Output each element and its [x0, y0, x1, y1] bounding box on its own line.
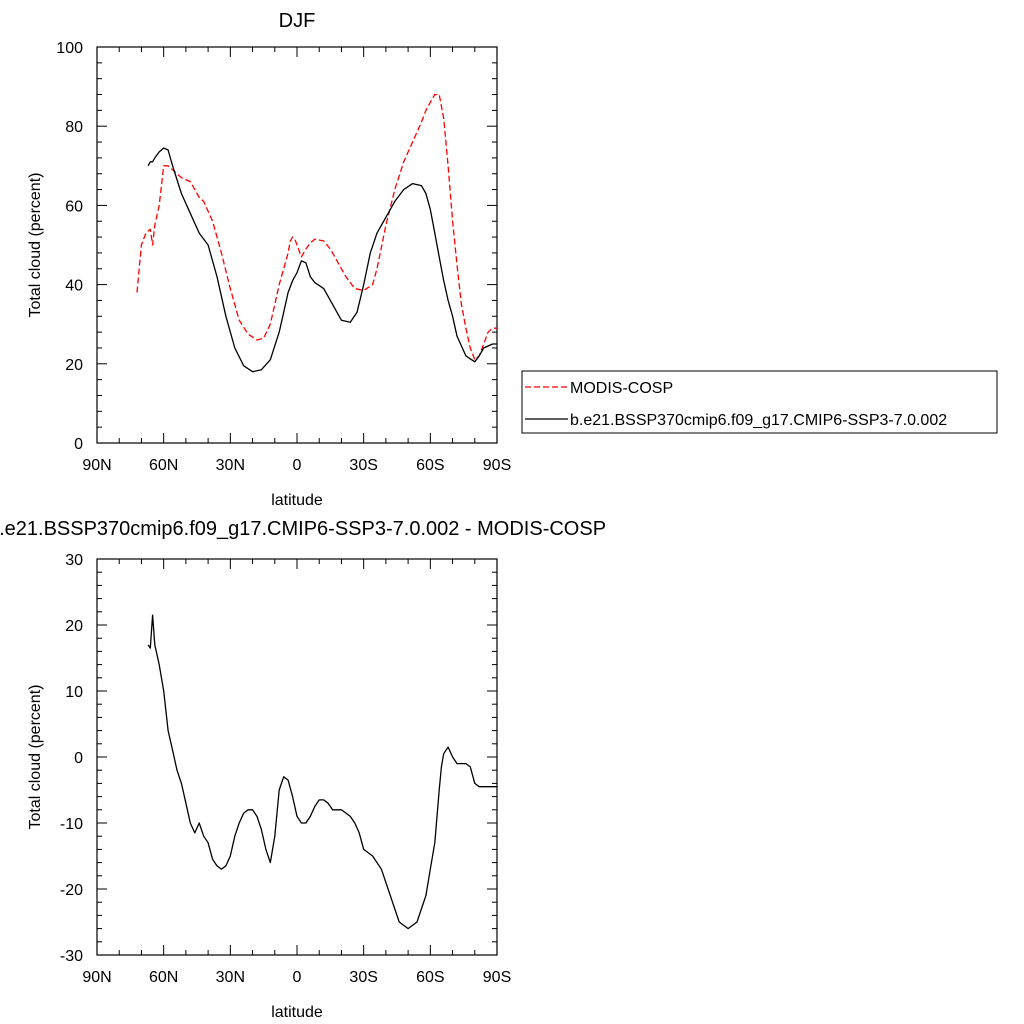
x-tick-label: 90S [483, 969, 511, 986]
x-tick-label: 30S [349, 457, 377, 474]
y-tick-label: 0 [74, 750, 83, 767]
x-tick-label: 0 [293, 969, 302, 986]
x-tick-labels: 90N 60N 30N 0 30S 60S 90S [82, 969, 511, 986]
y-tick-labels: 0 20 40 60 80 100 [56, 40, 83, 453]
x-axis-label: latitude [271, 1004, 323, 1021]
legend-box [521, 370, 998, 434]
axis-ticks [96, 558, 498, 956]
series-line-1-1 [136, 93, 497, 361]
y-axis-label: Total cloud (percent) [27, 173, 44, 318]
x-tick-labels: 90N 60N 30N 0 30S 60S 90S [82, 457, 511, 474]
x-axis-label: latitude [271, 492, 323, 509]
x-tick-label: 30S [349, 969, 377, 986]
y-tick-label: 80 [65, 119, 83, 136]
y-tick-label: 20 [65, 618, 83, 635]
series-lines [147, 614, 497, 930]
y-tick-label: -10 [60, 816, 83, 833]
y-tick-label: 30 [65, 552, 83, 569]
y-tick-labels: -30 -20 -10 0 10 20 30 [60, 552, 83, 965]
y-tick-label: 100 [56, 40, 83, 57]
y-tick-label: 0 [74, 436, 83, 453]
x-tick-label: 90S [483, 457, 511, 474]
y-tick-label: 40 [65, 278, 83, 295]
y-tick-label: -20 [60, 882, 83, 899]
x-tick-label: 0 [293, 457, 302, 474]
x-tick-label: 60N [149, 457, 178, 474]
x-tick-label: 90N [82, 457, 111, 474]
series-line-2-1 [147, 614, 497, 930]
y-tick-label: 60 [65, 198, 83, 215]
x-tick-label: 60S [416, 457, 444, 474]
chart-title: b.e21.BSSP370cmip6.f09_g17.CMIP6-SSP3-7.… [0, 518, 606, 540]
x-tick-label: 60S [416, 969, 444, 986]
chart-title: DJF [279, 10, 316, 32]
x-tick-label: 60N [149, 969, 178, 986]
plot-frame [96, 558, 498, 956]
x-tick-label: 30N [216, 969, 245, 986]
legend-label-modis: MODIS-COSP [570, 380, 673, 397]
legend: MODIS-COSP b.e21.BSSP370cmip6.f09_g17.CM… [521, 370, 998, 434]
legend-label-model: b.e21.BSSP370cmip6.f09_g17.CMIP6-SSP3-7.… [570, 412, 947, 429]
axis-ticks [96, 46, 498, 444]
series-lines [136, 93, 497, 373]
y-axis-label: Total cloud (percent) [27, 685, 44, 830]
panel-top: DJF 90N 60N 30N 0 30S 60S 90S 0 20 40 60 80 100 lat… [27, 10, 998, 509]
x-tick-label: 90N [82, 969, 111, 986]
panel-bottom: b.e21.BSSP370cmip6.f09_g17.CMIP6-SSP3-7.… [0, 518, 606, 1021]
y-tick-label: 20 [65, 357, 83, 374]
x-tick-label: 30N [216, 457, 245, 474]
series-line-1-2 [147, 147, 497, 373]
y-tick-label: 10 [65, 684, 83, 701]
y-tick-label: -30 [60, 948, 83, 965]
